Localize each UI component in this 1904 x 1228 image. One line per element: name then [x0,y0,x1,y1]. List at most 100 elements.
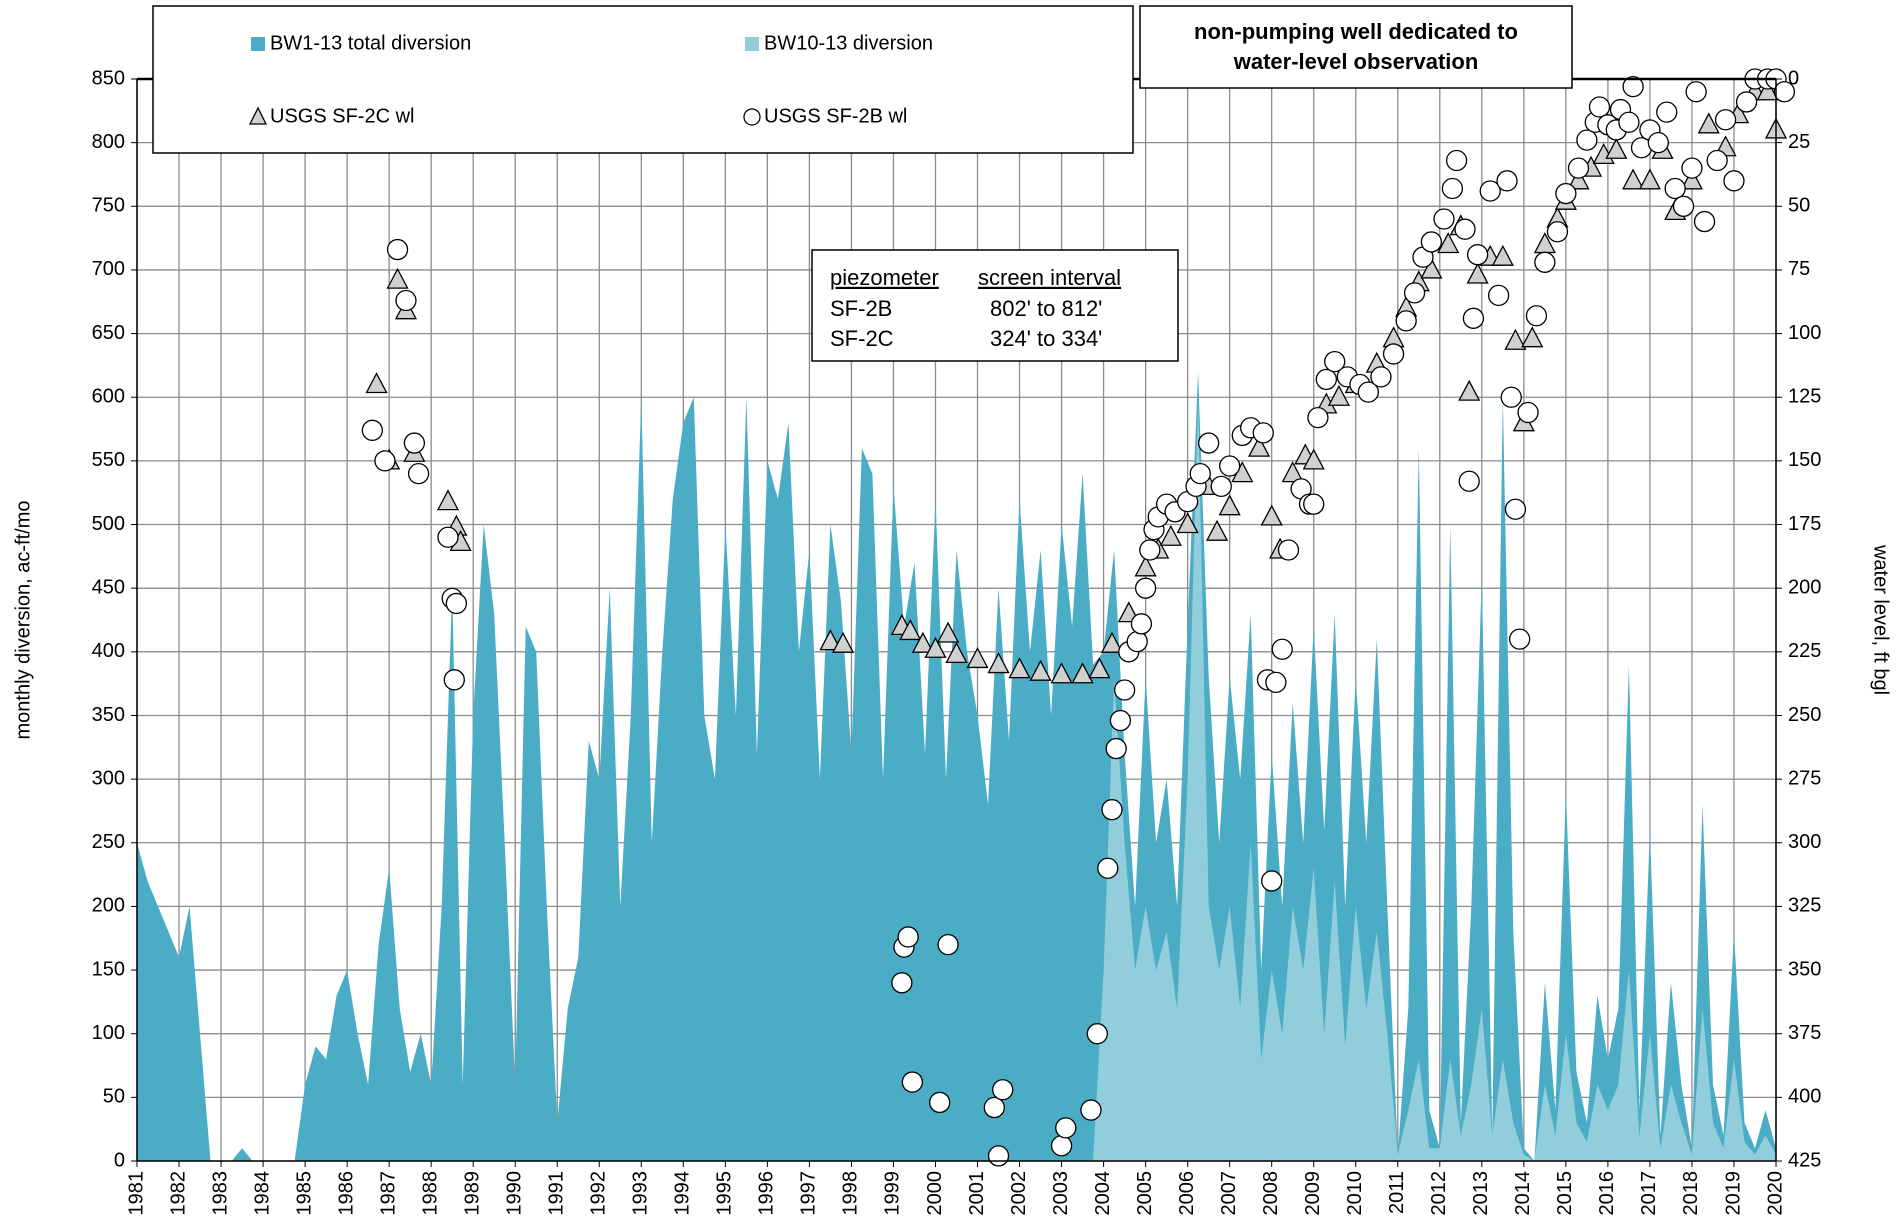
x-tick-label: 2002 [1008,1171,1030,1216]
triangle-point [1491,244,1514,266]
circle-point [374,450,396,472]
triangle-point [1281,461,1304,483]
x-tick-label: 1989 [461,1171,483,1216]
circle-point [901,1071,924,1093]
circle-point [1656,101,1678,123]
annotation: non-pumping well dedicated to water-leve… [1139,5,1573,89]
circle-point [1685,81,1707,103]
triangle-point [436,489,460,511]
y-tick-label: 150 [92,958,125,980]
triangle-point [1159,524,1182,546]
triangle-point [1218,494,1241,516]
circle-point [1672,195,1695,217]
x-tick-label: 1986 [335,1171,357,1216]
circle-point [983,1096,1005,1119]
annotation-line: non-pumping well dedicated to [1194,19,1518,44]
legend-swatch [745,37,759,51]
y2-tick-label: 50 [1788,195,1810,217]
circle-point [897,926,919,948]
x-tick-label: 1994 [672,1171,694,1216]
x-tick-label: 2015 [1554,1171,1576,1216]
x-tick-label: 1985 [293,1171,315,1216]
triangle-point [1260,504,1283,526]
x-tick-label: 1997 [798,1171,820,1216]
circle-point [1080,1099,1102,1121]
circle-point [1588,96,1611,118]
circle-point [1113,679,1136,701]
circle-point [1723,170,1745,192]
x-tick-label: 2006 [1176,1171,1198,1216]
triangle-point [831,631,855,653]
y-tick-label: 350 [92,704,125,726]
triangle-point [1756,79,1779,101]
legend-label: BW1-13 total diversion [270,32,471,54]
circle-point [361,419,383,441]
circle-point [1252,422,1274,444]
triangle-point [1134,555,1157,577]
triangle-point [1521,326,1544,348]
circle-point [1382,343,1405,365]
circle-point [1105,737,1127,760]
x-tick-label: 2005 [1134,1171,1156,1216]
circle-point [987,1145,1010,1167]
x-tick-label: 2018 [1680,1171,1702,1216]
circle-point [1714,109,1737,131]
circle-point [929,1091,951,1114]
y-tick-label: 100 [92,1022,125,1044]
circle-point [1097,857,1119,879]
triangle-point [924,636,947,658]
x-tick-label: 2013 [1470,1171,1492,1216]
y-tick-label: 0 [114,1149,125,1171]
x-tick-label: 1987 [377,1171,399,1216]
y2-tick-label: 325 [1788,895,1821,917]
circle-point [1576,129,1598,151]
circle-point [1277,539,1300,561]
x-tick-label: 2020 [1764,1171,1786,1216]
circle-point [1454,218,1476,240]
y-tick-label: 450 [92,576,125,598]
x-tick-label: 1995 [714,1171,736,1216]
x-tick-label: 2007 [1218,1171,1240,1216]
circle-point [1479,180,1501,202]
x-tick-label: 1991 [546,1171,568,1216]
y-tick-label: 50 [103,1086,125,1108]
x-tick-label: 2004 [1092,1171,1114,1216]
y2-tick-label: 25 [1788,131,1810,153]
y2-tick-label: 275 [1788,767,1821,789]
table-cell: 802' to 812' [990,296,1102,321]
triangle-point [1205,519,1229,541]
x-tick-label: 2019 [1722,1171,1744,1216]
triangle-point [1176,512,1199,534]
triangle-point [911,631,934,653]
circle-point [437,526,459,548]
y-axis-label: monthly diversion, ac-ft/mo [12,501,34,740]
circle-point [1403,282,1426,304]
circle-point [1555,182,1577,205]
circle-point [1458,470,1480,492]
y2-tick-label: 0 [1788,67,1799,89]
x-tick-label: 1990 [504,1171,526,1216]
circle-point [1487,284,1510,307]
circle-point [445,592,468,615]
y-tick-label: 750 [92,195,125,217]
triangle-point [1567,168,1590,190]
circle-point [1101,799,1123,821]
circle-point [1618,111,1640,133]
circle-point [1664,177,1686,200]
circle-point [1441,177,1464,200]
axes: 1981 1982 1983 1984 1985 1986 1987 1988 1989 1990… [92,67,1822,1215]
circle-point [1504,498,1527,520]
x-tick-label: 1998 [840,1171,862,1216]
circle-point [1130,613,1153,635]
triangle-point [987,652,1010,674]
triangle-point [1088,657,1111,679]
circle-point [1647,131,1669,154]
circle-point [386,238,409,261]
circle-point [1139,539,1161,561]
x-tick-label: 1981 [125,1171,147,1216]
circle-point [992,1079,1014,1101]
circle-point [1198,432,1220,454]
y2-tick-label: 175 [1788,513,1821,535]
circle-point [1534,251,1556,273]
